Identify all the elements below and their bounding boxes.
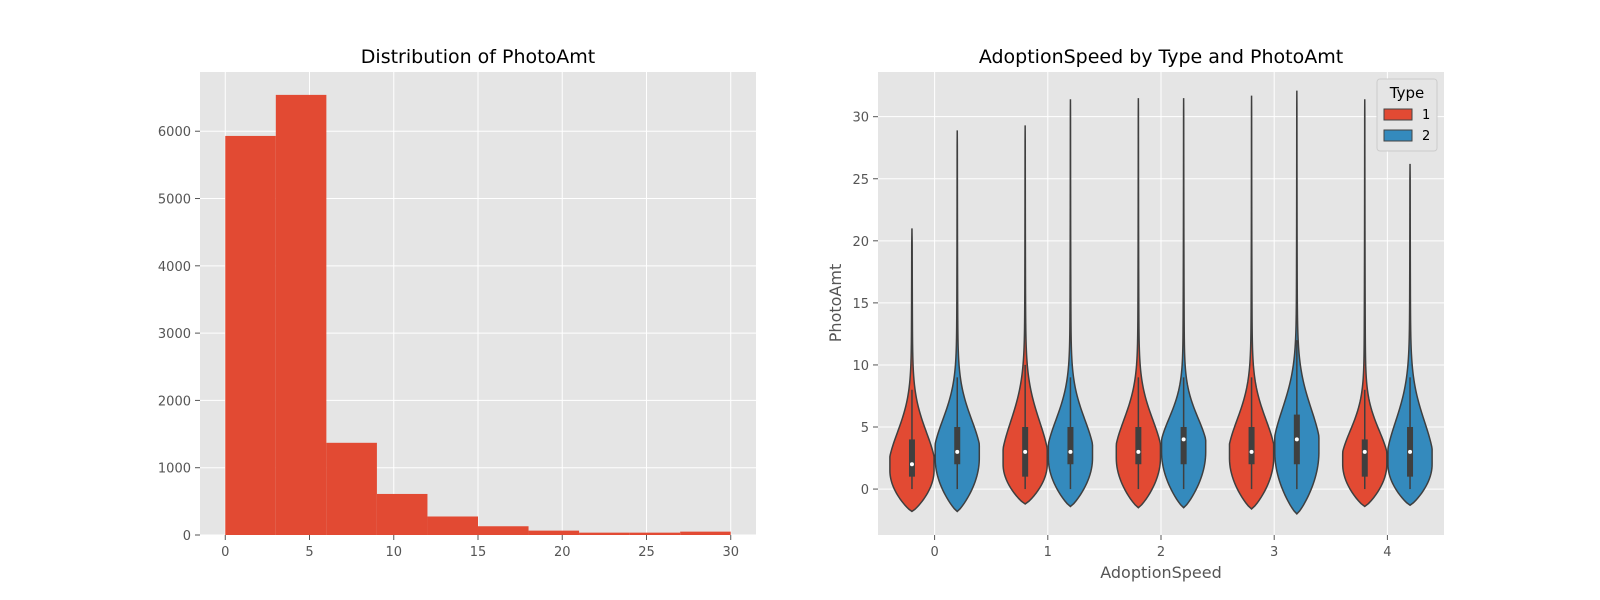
violin-title: AdoptionSpeed by Type and PhotoAmt bbox=[979, 46, 1343, 68]
violin-body bbox=[1387, 163, 1433, 507]
histogram-bar bbox=[680, 531, 731, 535]
violin-iqr-box bbox=[954, 427, 961, 465]
violin-x-tick-label: 2 bbox=[1157, 545, 1165, 560]
violin-median-dot bbox=[1362, 449, 1367, 454]
histogram-x-ticks: 0 5 10 15 20 25 30 bbox=[221, 535, 739, 560]
histogram-bar bbox=[326, 442, 377, 535]
violin-median-dot bbox=[1023, 449, 1028, 454]
histogram-y-tick-label: 3000 bbox=[158, 327, 191, 342]
histogram-bar bbox=[478, 526, 529, 535]
histogram-x-tick-label: 25 bbox=[638, 545, 655, 560]
histogram-x-tick-label: 20 bbox=[554, 545, 571, 560]
violin-body bbox=[1341, 99, 1388, 508]
violin-median-dot bbox=[1068, 449, 1073, 454]
violin-body bbox=[1228, 95, 1275, 510]
legend-label-type-2: 2 bbox=[1422, 129, 1430, 144]
legend: Type 1 2 bbox=[1376, 78, 1438, 152]
legend-swatch-type-1 bbox=[1383, 108, 1413, 121]
violin-body bbox=[1115, 98, 1162, 509]
histogram-bar bbox=[376, 493, 428, 535]
violin-iqr-box bbox=[1067, 427, 1074, 465]
histogram-bar bbox=[629, 532, 681, 535]
histogram-panel: 0 5 10 15 20 25 30 0 1000 2000 3000 4000 5000 6000 D… bbox=[158, 46, 756, 560]
histogram-x-tick-label: 0 bbox=[221, 545, 229, 560]
violin-iqr-box bbox=[1361, 439, 1368, 477]
violin-y-tick-label: 10 bbox=[852, 359, 869, 374]
histogram-y-tick-label: 5000 bbox=[158, 193, 191, 208]
violin-x-tick-label: 0 bbox=[930, 545, 938, 560]
violin-body bbox=[889, 228, 935, 513]
histogram-bar bbox=[225, 135, 276, 535]
violin-x-ticks: 0 1 2 3 4 bbox=[930, 535, 1392, 560]
violin-body bbox=[1002, 125, 1048, 505]
histogram-title: Distribution of PhotoAmt bbox=[361, 46, 595, 68]
violin-y-tick-label: 20 bbox=[852, 235, 869, 250]
histogram-x-tick-label: 30 bbox=[722, 545, 739, 560]
violin-body bbox=[934, 130, 981, 513]
histogram-x-tick-label: 15 bbox=[470, 545, 487, 560]
histogram-x-tick-label: 10 bbox=[385, 545, 402, 560]
violin-median-dot bbox=[955, 449, 960, 454]
violin-median-dot bbox=[1136, 449, 1141, 454]
violin-panel: 0 1 2 3 4 0 5 10 15 20 25 30 AdoptionSpeed by Type… bbox=[826, 46, 1444, 582]
violin-median-dot bbox=[1294, 437, 1299, 442]
histogram-bars bbox=[225, 94, 731, 536]
violin-median-dot bbox=[1408, 449, 1413, 454]
violin-median-dot bbox=[1181, 437, 1186, 442]
violin-y-ticks: 0 5 10 15 20 25 30 bbox=[852, 111, 878, 498]
histogram-y-tick-label: 6000 bbox=[158, 125, 191, 140]
violin-y-axis-label: PhotoAmt bbox=[826, 264, 845, 342]
legend-label-type-1: 1 bbox=[1422, 108, 1430, 123]
histogram-y-tick-label: 1000 bbox=[158, 462, 191, 477]
histogram-bar bbox=[427, 516, 478, 535]
violin-y-tick-label: 30 bbox=[852, 111, 869, 126]
violin-iqr-box bbox=[1248, 427, 1255, 465]
violin-body bbox=[1160, 98, 1207, 509]
violin-y-tick-label: 5 bbox=[861, 421, 869, 436]
histogram-bar bbox=[579, 532, 630, 535]
violin-median-dot bbox=[909, 462, 914, 467]
legend-swatch-type-2 bbox=[1383, 129, 1413, 142]
violin-iqr-box bbox=[1180, 427, 1187, 465]
violin-y-tick-label: 25 bbox=[852, 173, 869, 188]
violin-x-tick-label: 3 bbox=[1270, 545, 1278, 560]
histogram-y-tick-label: 0 bbox=[183, 529, 191, 544]
histogram-y-tick-label: 2000 bbox=[158, 394, 191, 409]
violin-iqr-box bbox=[1135, 427, 1142, 465]
violin-body bbox=[1047, 99, 1094, 508]
violin-body bbox=[1274, 90, 1320, 516]
histogram-bar bbox=[528, 530, 580, 535]
histogram-x-tick-label: 5 bbox=[305, 545, 313, 560]
violin-iqr-box bbox=[908, 439, 915, 477]
violin-median-dot bbox=[1249, 449, 1254, 454]
violin-x-tick-label: 1 bbox=[1044, 545, 1052, 560]
violin-x-axis-label: AdoptionSpeed bbox=[1100, 563, 1222, 582]
violin-x-tick-label: 4 bbox=[1383, 545, 1391, 560]
violin-y-tick-label: 0 bbox=[861, 483, 869, 498]
histogram-y-ticks: 0 1000 2000 3000 4000 5000 6000 bbox=[158, 125, 200, 544]
violin-y-tick-label: 15 bbox=[852, 297, 869, 312]
histogram-y-tick-label: 4000 bbox=[158, 260, 191, 275]
violin-shapes bbox=[889, 90, 1433, 516]
legend-title: Type bbox=[1389, 84, 1424, 102]
histogram-bar bbox=[275, 94, 327, 536]
